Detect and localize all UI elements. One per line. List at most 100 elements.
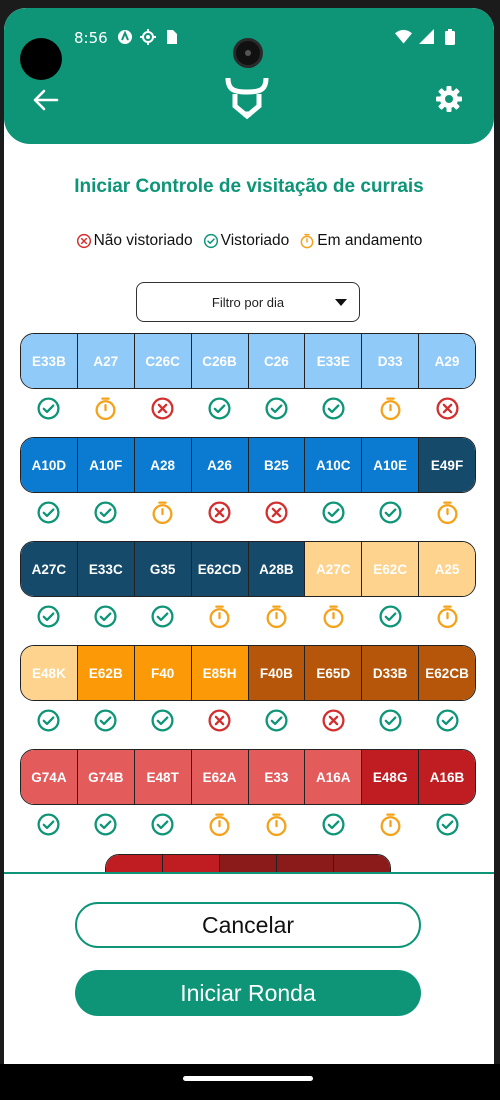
pen-cell[interactable]: B25	[248, 438, 306, 492]
pen-cell[interactable]: A25	[419, 542, 475, 596]
check-circle-icon	[379, 708, 402, 732]
pen-status	[191, 811, 248, 837]
pen-cell[interactable]: G74A	[21, 750, 78, 804]
pen-status	[419, 603, 476, 629]
check-circle-icon	[37, 500, 60, 524]
pen-cell[interactable]: E65D	[305, 646, 363, 700]
pen-status	[419, 707, 476, 733]
pen-status-row	[20, 499, 476, 525]
pen-cell[interactable]: E33	[248, 750, 306, 804]
pen-cell[interactable]: E62A	[191, 750, 249, 804]
back-button[interactable]	[30, 84, 62, 116]
pen-row: E48K E62B F40 E85H F40B E65D D33B E62CB	[20, 645, 476, 701]
pen-cell[interactable]: E62B	[77, 646, 135, 700]
check-circle-icon	[151, 812, 174, 836]
pen-status-row	[20, 395, 476, 421]
check-circle-icon	[436, 812, 459, 836]
pen-cell[interactable]: G74B	[77, 750, 135, 804]
pen-status	[248, 603, 305, 629]
pen-cell[interactable]: E33E	[305, 334, 363, 388]
pen-status-row	[20, 603, 476, 629]
legend-item: Vistoriado	[203, 232, 290, 250]
pen-cell[interactable]: E33B	[21, 334, 78, 388]
pen-cell[interactable]: C26	[248, 334, 306, 388]
pen-cell[interactable]: A10D	[21, 438, 78, 492]
pen-row: A27C E33C G35 E62CD A28B A27C E62C A25	[20, 541, 476, 597]
pen-cell[interactable]: G35	[134, 542, 192, 596]
pen-status	[362, 499, 419, 525]
pen-cell[interactable]: A27	[77, 334, 135, 388]
chevron-down-icon	[335, 299, 347, 306]
pen-status	[77, 707, 134, 733]
pen-status	[134, 603, 191, 629]
pen-status	[20, 811, 77, 837]
timer-icon	[152, 500, 173, 524]
start-round-button[interactable]: Iniciar Ronda	[75, 970, 421, 1016]
settings-button[interactable]	[434, 84, 464, 114]
pen-status	[305, 603, 362, 629]
pen-cell[interactable]: A27C	[305, 542, 363, 596]
timer-icon	[209, 604, 230, 628]
sim-card-icon	[162, 28, 179, 45]
pen-cell[interactable]: A28B	[248, 542, 306, 596]
action-panel: Cancelar Iniciar Ronda	[4, 872, 494, 1064]
pen-cell[interactable]: C26B	[191, 334, 249, 388]
legend-item: Em andamento	[299, 232, 422, 250]
pen-status	[248, 811, 305, 837]
bull-logo-icon	[224, 76, 270, 120]
pen-cell[interactable]: A29	[419, 334, 475, 388]
pen-status	[419, 499, 476, 525]
timer-icon	[300, 233, 314, 249]
pen-cell[interactable]: A10C	[305, 438, 363, 492]
gear-icon	[436, 86, 462, 112]
pen-cell[interactable]: E62C	[362, 542, 420, 596]
pen-status-row	[20, 707, 476, 733]
pen-status	[77, 499, 134, 525]
pen-cell[interactable]: E48T	[134, 750, 192, 804]
pen-cell[interactable]: A16A	[305, 750, 363, 804]
pen-cell[interactable]: E85H	[191, 646, 249, 700]
pen-cell[interactable]: A26	[191, 438, 249, 492]
pen-cell[interactable]: E62CD	[191, 542, 249, 596]
wifi-icon	[395, 28, 412, 45]
check-circle-icon	[436, 708, 459, 732]
pen-cell[interactable]: E33C	[77, 542, 135, 596]
pen-cell[interactable]: E48G	[362, 750, 420, 804]
timer-icon	[380, 812, 401, 836]
cancel-button[interactable]: Cancelar	[75, 902, 421, 948]
pen-cell[interactable]: E49F	[419, 438, 475, 492]
status-time: 8:56	[74, 29, 108, 47]
timer-icon	[266, 604, 287, 628]
pen-status	[77, 811, 134, 837]
pen-cell[interactable]: F40B	[248, 646, 306, 700]
pen-cell[interactable]: D33	[362, 334, 420, 388]
pen-row: A10D A10F A28 A26 B25 A10C A10E E49F	[20, 437, 476, 493]
timer-icon	[266, 812, 287, 836]
day-filter-dropdown[interactable]: Filtro por dia	[136, 282, 360, 322]
pen-cell[interactable]: C26C	[134, 334, 192, 388]
legend-label: Vistoriado	[220, 232, 290, 249]
pen-cell[interactable]: A10E	[362, 438, 420, 492]
timer-icon	[95, 396, 116, 420]
pen-cell[interactable]: D33B	[362, 646, 420, 700]
pen-status	[20, 603, 77, 629]
pen-cell[interactable]: A16B	[419, 750, 475, 804]
pen-status	[248, 707, 305, 733]
x-circle-icon	[208, 500, 231, 524]
pen-status	[419, 395, 476, 421]
pen-status	[362, 603, 419, 629]
timer-icon	[323, 604, 344, 628]
pen-cell[interactable]: A27C	[21, 542, 78, 596]
gear-notification-icon	[139, 28, 156, 45]
pen-status	[248, 499, 305, 525]
pen-status	[191, 499, 248, 525]
pen-cell[interactable]: A10F	[77, 438, 135, 492]
pen-status	[20, 499, 77, 525]
pen-cell[interactable]: F40	[134, 646, 192, 700]
pen-cell[interactable]: A28	[134, 438, 192, 492]
filter-label: Filtro por dia	[211, 294, 285, 310]
pen-cell[interactable]: E48K	[21, 646, 78, 700]
pen-status	[134, 395, 191, 421]
home-gesture-handle[interactable]	[183, 1076, 313, 1081]
pen-cell[interactable]: E62CB	[419, 646, 475, 700]
